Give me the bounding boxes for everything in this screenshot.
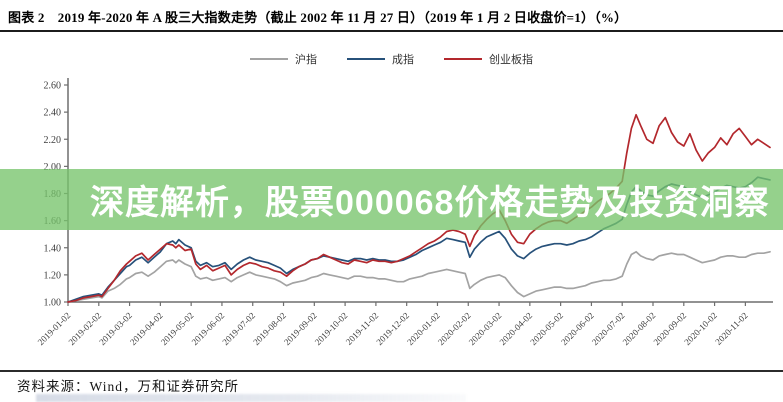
legend-item: 沪指	[250, 51, 317, 67]
y-tick-label: 2.20	[44, 135, 62, 146]
legend-label: 沪指	[295, 54, 317, 66]
legend-item: 成指	[347, 51, 414, 67]
figure-title: 图表 2 2019 年-2020 年 A 股三大指数走势（截止 2002 年 1…	[8, 10, 628, 25]
legend-label: 成指	[392, 54, 414, 66]
x-tick-label: 2019-10-02	[313, 310, 350, 347]
title-divider	[0, 30, 783, 32]
y-tick-label: 1.40	[44, 243, 62, 254]
overlay-banner-text: 深度解析，股票000068价格走势及投资洞察	[90, 184, 770, 222]
series-line-沪指	[67, 250, 771, 303]
clipped-text-remnant	[36, 394, 466, 402]
data-source: 资料来源：Wind，万和证券研究所	[17, 379, 239, 394]
legend-label: 创业板指	[489, 54, 533, 66]
x-tick-label: 2020-10-02	[682, 310, 719, 347]
legend-item: 创业板指	[444, 51, 533, 67]
y-tick-label: 2.40	[44, 108, 62, 119]
legend-line-swatch	[444, 58, 482, 60]
overlay-banner: 深度解析，股票000068价格走势及投资洞察	[0, 169, 783, 230]
y-tick-label: 2.60	[44, 81, 62, 92]
chart-legend: 沪指 成指 创业板指	[0, 51, 783, 67]
source-divider	[0, 370, 783, 372]
y-tick-label: 2.00	[44, 162, 62, 173]
legend-line-swatch	[347, 58, 385, 60]
y-tick-label: 1.00	[44, 298, 62, 309]
legend-line-swatch	[250, 58, 288, 60]
series-line-创业板指	[67, 113, 771, 303]
y-tick-label: 1.20	[44, 270, 62, 281]
x-tick-label: 2020-11-02	[713, 310, 750, 347]
